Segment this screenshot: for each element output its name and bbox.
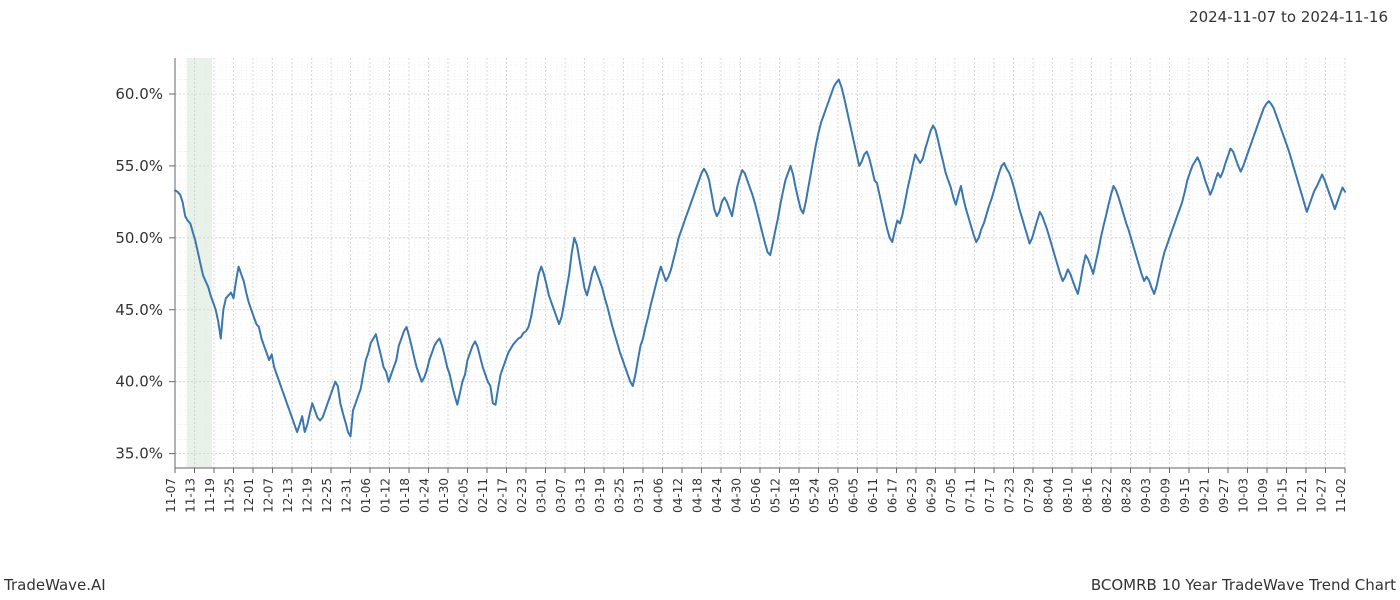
x-tick-label: 06-29 xyxy=(925,478,939,513)
x-tick-label: 02-05 xyxy=(457,478,471,513)
x-tick-label: 12-01 xyxy=(242,478,256,513)
x-tick-label: 09-09 xyxy=(1159,478,1173,513)
x-tick-label: 03-01 xyxy=(535,478,549,513)
x-tick-label: 04-24 xyxy=(710,478,724,513)
x-tick-label: 03-31 xyxy=(632,478,646,513)
x-tick-label: 05-12 xyxy=(769,478,783,513)
x-tick-label: 09-21 xyxy=(1198,478,1212,513)
x-tick-label: 09-15 xyxy=(1178,478,1192,513)
chart-svg: 35.0% 40.0% 45.0% 50.0% 55.0% 60.0% 11-07 11-13… xyxy=(0,40,1400,560)
y-tick-label: 40.0% xyxy=(115,373,163,391)
x-tick-label: 01-18 xyxy=(398,478,412,513)
x-tick-label: 10-15 xyxy=(1276,478,1290,513)
x-tick-label: 12-07 xyxy=(262,478,276,513)
x-tick-label: 07-11 xyxy=(964,478,978,513)
x-tick-label: 07-23 xyxy=(1003,478,1017,513)
footer-brand: TradeWave.AI xyxy=(4,576,106,594)
x-tick-label: 06-17 xyxy=(886,478,900,513)
y-tick-label: 35.0% xyxy=(115,445,163,463)
x-tick-label: 04-30 xyxy=(730,478,744,513)
x-tick-label: 07-29 xyxy=(1022,478,1036,513)
x-tick-label: 06-05 xyxy=(847,478,861,513)
footer-chart-title: BCOMRB 10 Year TradeWave Trend Chart xyxy=(1091,576,1396,594)
x-tick-label: 02-17 xyxy=(496,478,510,513)
x-tick-label: 05-30 xyxy=(827,478,841,513)
x-tick-label: 10-09 xyxy=(1256,478,1270,513)
x-tick-label: 12-19 xyxy=(301,478,315,513)
x-tick-label: 10-03 xyxy=(1237,478,1251,513)
x-tick-label: 08-22 xyxy=(1100,478,1114,513)
x-tick-label: 03-19 xyxy=(593,478,607,513)
x-tick-label: 03-13 xyxy=(574,478,588,513)
x-tick-label: 11-07 xyxy=(164,478,178,513)
x-tick-label: 03-25 xyxy=(613,478,627,513)
x-tick-label: 11-13 xyxy=(184,478,198,513)
y-tick-label: 55.0% xyxy=(115,157,163,175)
x-tick-label: 05-18 xyxy=(788,478,802,513)
trend-chart: 35.0% 40.0% 45.0% 50.0% 55.0% 60.0% 11-07 11-13… xyxy=(0,40,1400,560)
x-tick-label: 12-13 xyxy=(281,478,295,513)
x-tick-label: 11-25 xyxy=(223,478,237,513)
x-tick-label: 07-17 xyxy=(983,478,997,513)
date-range-label: 2024-11-07 to 2024-11-16 xyxy=(1189,8,1388,26)
x-tick-label: 02-23 xyxy=(515,478,529,513)
x-tick-label: 02-11 xyxy=(476,478,490,513)
x-tick-label: 09-03 xyxy=(1139,478,1153,513)
x-tick-label: 09-27 xyxy=(1217,478,1231,513)
x-tick-label: 05-06 xyxy=(749,478,763,513)
y-tick-label: 45.0% xyxy=(115,301,163,319)
x-tick-label: 04-18 xyxy=(691,478,705,513)
y-tick-label: 50.0% xyxy=(115,229,163,247)
x-tick-label: 11-02 xyxy=(1334,478,1348,513)
x-tick-label: 01-24 xyxy=(418,478,432,513)
x-tick-label: 10-27 xyxy=(1315,478,1329,513)
x-tick-label: 08-16 xyxy=(1081,478,1095,513)
x-tick-label: 03-07 xyxy=(554,478,568,513)
y-tick-label: 60.0% xyxy=(115,85,163,103)
x-tick-label: 05-24 xyxy=(808,478,822,513)
x-tick-label: 12-31 xyxy=(340,478,354,513)
x-tick-label: 11-19 xyxy=(203,478,217,513)
x-tick-label: 06-11 xyxy=(866,478,880,513)
x-tick-label: 04-12 xyxy=(671,478,685,513)
x-tick-label: 10-21 xyxy=(1295,478,1309,513)
x-tick-label: 07-05 xyxy=(944,478,958,513)
x-tick-label: 08-10 xyxy=(1061,478,1075,513)
x-tick-label: 08-28 xyxy=(1120,478,1134,513)
x-tick-label: 12-25 xyxy=(320,478,334,513)
x-tick-label: 04-06 xyxy=(652,478,666,513)
x-tick-label: 06-23 xyxy=(905,478,919,513)
x-tick-label: 01-12 xyxy=(379,478,393,513)
x-tick-label: 01-30 xyxy=(437,478,451,513)
x-tick-label: 08-04 xyxy=(1042,478,1056,513)
x-tick-label: 01-06 xyxy=(359,478,373,513)
